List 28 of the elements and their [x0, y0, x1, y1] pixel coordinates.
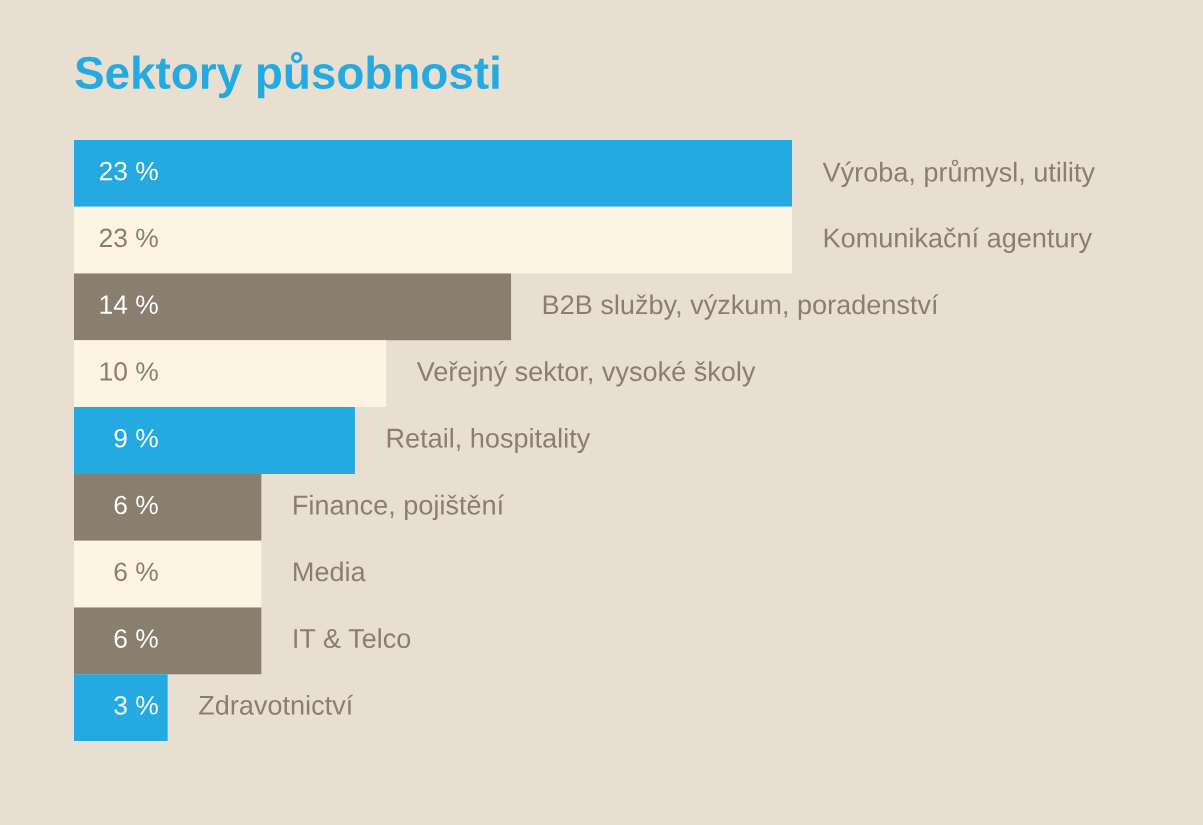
data-label: 6 %: [114, 629, 158, 648]
data-label: 3 %: [114, 696, 158, 715]
bar: [74, 674, 168, 741]
y-tick-label: Veřejný sektor, vysoké školy: [416, 360, 756, 387]
y-tick-label: Finance, pojištění: [294, 494, 505, 521]
data-label: 6 %: [114, 495, 158, 515]
y-tick-label: IT & Telco: [294, 628, 411, 649]
chart-title: Sektory působnosti: [75, 51, 499, 99]
y-tick-label: Komunikační agentury: [824, 227, 1092, 253]
bar: [74, 473, 262, 541]
data-label: 9 %: [114, 428, 158, 448]
y-tick-label: Výroba, průmysl, utility: [822, 159, 1095, 188]
data-label: 23 %: [99, 161, 158, 181]
data-label: 14 %: [100, 295, 158, 314]
bar: [74, 140, 793, 207]
data-label: 10 %: [100, 362, 158, 381]
y-tick-label: B2B služby, výzkum, poradenství: [543, 294, 939, 320]
y-tick-label: Media: [294, 561, 366, 582]
bar: [74, 607, 262, 675]
bar: [74, 206, 793, 274]
data-label: 23 %: [99, 228, 158, 248]
y-tick-label: Zdravotnictví: [199, 694, 354, 715]
bar: [74, 340, 387, 408]
bar: [74, 273, 512, 341]
data-label: 6 %: [114, 562, 158, 582]
bar: [74, 407, 355, 474]
y-tick-label: Retail, hospitality: [387, 427, 591, 454]
bar: [74, 540, 262, 608]
